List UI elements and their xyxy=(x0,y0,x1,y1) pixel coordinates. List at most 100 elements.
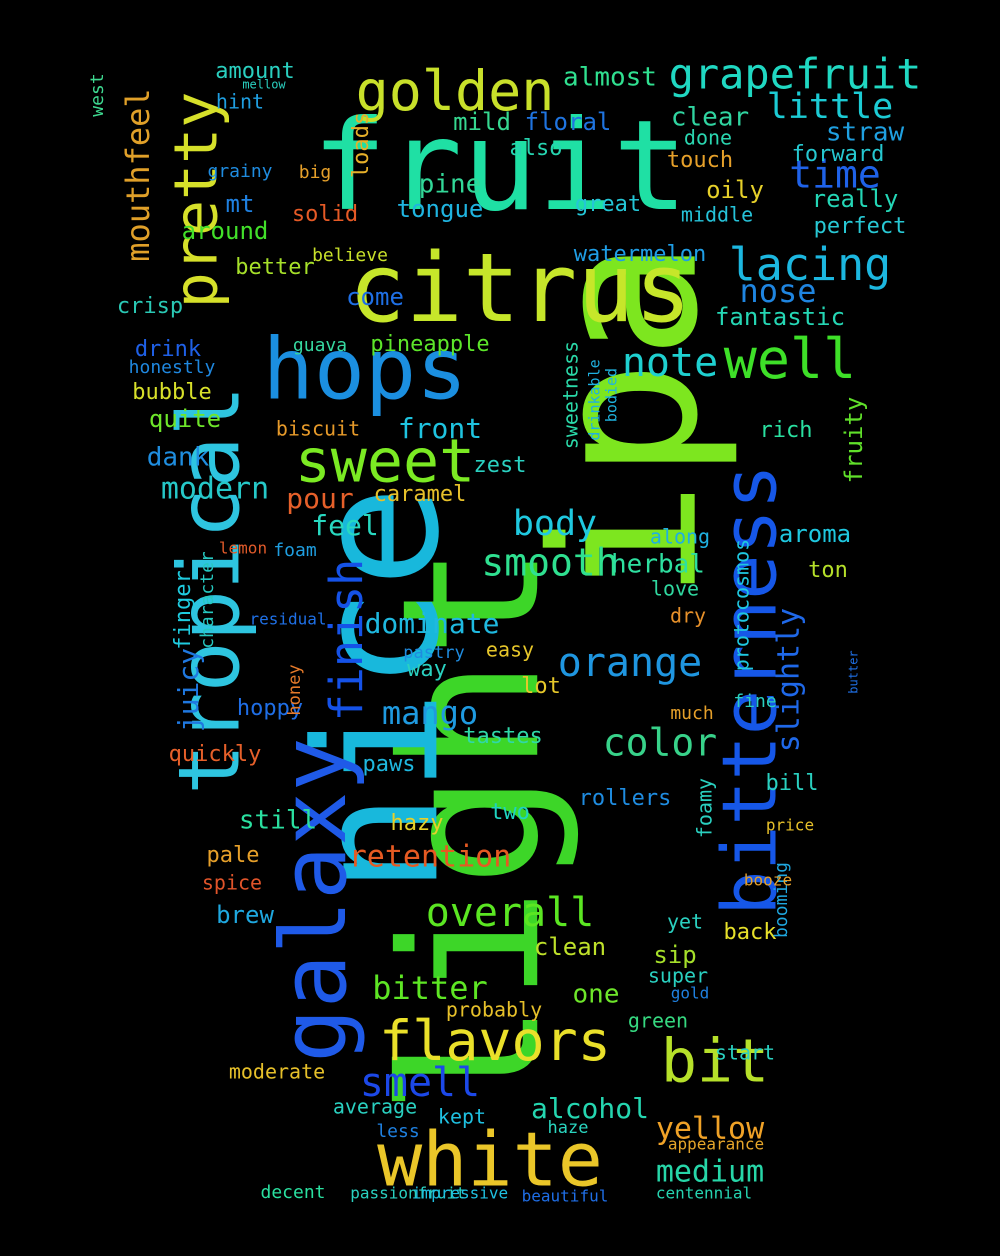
word-kept: kept xyxy=(438,1105,486,1129)
word-quickly: quickly xyxy=(169,742,262,767)
word-touch: touch xyxy=(667,148,733,173)
word-pale: pale xyxy=(207,843,260,868)
word-ton: ton xyxy=(808,558,848,583)
word-nose: nose xyxy=(739,272,816,310)
word-front: front xyxy=(398,412,482,445)
word-super: super xyxy=(648,964,708,988)
word-character: character xyxy=(197,551,218,649)
word-bodied: bodied xyxy=(603,368,621,422)
word-hazy: hazy xyxy=(391,811,444,836)
word-biscuit: biscuit xyxy=(276,417,360,441)
word-fine: fine xyxy=(733,691,776,712)
word-solid: solid xyxy=(292,202,358,227)
word-impressive: impressive xyxy=(412,1184,508,1203)
word-bitter: bitter xyxy=(372,969,488,1007)
word-yellow: yellow xyxy=(656,1112,765,1147)
word-middle: middle xyxy=(681,203,753,227)
word-green: green xyxy=(628,1009,688,1033)
word-guava: guava xyxy=(293,335,347,356)
word-protocosmos: protocosmos xyxy=(730,539,754,671)
word-beautiful: beautiful xyxy=(522,1187,609,1206)
word-mild: mild xyxy=(453,108,511,136)
word-along: along xyxy=(650,525,710,549)
word-citrus: citrus xyxy=(348,234,691,344)
word-flavors: flavors xyxy=(379,1009,611,1073)
word-rollers: rollers xyxy=(579,786,672,811)
word-mt: mt xyxy=(226,190,255,218)
word-pastry: pastry xyxy=(403,643,464,663)
word-come: come xyxy=(346,283,404,311)
word-haze: haze xyxy=(548,1118,589,1138)
word-quite: quite xyxy=(149,405,221,433)
word-sweetness: sweetness xyxy=(559,341,583,449)
word-herbal: herbal xyxy=(611,550,705,580)
word-hops: hops xyxy=(263,320,468,419)
word-yet: yet xyxy=(667,910,703,934)
word-dry: dry xyxy=(670,604,706,628)
word-price: price xyxy=(766,816,814,835)
word-rich: rich xyxy=(760,418,813,443)
word-fruity: fruity xyxy=(840,397,868,484)
word-brew: brew xyxy=(216,901,274,929)
word-straw: straw xyxy=(826,118,905,148)
word-medium: medium xyxy=(656,1155,764,1190)
word-gold: gold xyxy=(671,984,710,1003)
word-one: one xyxy=(573,980,620,1010)
word-bubble: bubble xyxy=(132,380,211,405)
word-hint: hint xyxy=(216,90,264,114)
word-spice: spice xyxy=(202,871,262,895)
word-grapefruit: grapefruit xyxy=(669,50,922,99)
word-bitterness: bitterness xyxy=(706,464,794,916)
word-believe: believe xyxy=(312,245,388,266)
word-pretty: pretty xyxy=(162,92,232,309)
word-almost: almost xyxy=(563,63,657,93)
word-smooth: smooth xyxy=(481,541,618,585)
word-floral: floral xyxy=(525,108,612,136)
word-loads: loads xyxy=(349,112,374,178)
word-smell: smell xyxy=(360,1060,480,1106)
word-dank: dank xyxy=(147,443,210,473)
word-probably: probably xyxy=(446,998,542,1022)
word-caramel: caramel xyxy=(374,482,467,507)
word-passionfruit: passionfruit xyxy=(350,1184,466,1203)
word-fruit: fruit xyxy=(312,94,688,239)
word-retention: retention xyxy=(349,840,512,875)
word-moderate: moderate xyxy=(229,1060,325,1084)
word-still: still xyxy=(239,806,317,836)
word-drink: drink xyxy=(135,337,201,362)
word-butter: butter xyxy=(847,650,861,693)
word-also: also xyxy=(510,136,563,161)
word-watermelon: watermelon xyxy=(574,242,706,267)
word-foam: foam xyxy=(273,540,316,561)
word-mouthfeel: mouthfeel xyxy=(119,88,157,261)
word-alcohol: alcohol xyxy=(531,1092,649,1125)
word-honey: honey xyxy=(285,664,305,715)
word-honestly: honestly xyxy=(129,357,216,378)
word-back: back xyxy=(724,920,777,945)
word-well: well xyxy=(724,327,856,391)
word-oily: oily xyxy=(706,176,764,204)
word-less: less xyxy=(376,1121,419,1142)
word-start: start xyxy=(715,1041,775,1065)
word-drinkable: drinkable xyxy=(586,359,604,440)
word-done: done xyxy=(684,126,732,150)
word-color: color xyxy=(603,721,717,765)
word-easy: easy xyxy=(486,638,534,662)
word-perfect: perfect xyxy=(814,214,907,239)
word-pine: pine xyxy=(419,170,482,200)
word-nice: nice xyxy=(279,485,477,894)
word-crisp: crisp xyxy=(117,294,183,319)
word-great: great xyxy=(575,192,641,217)
word-booming: booming xyxy=(771,862,792,938)
word-overall: overall xyxy=(426,890,595,936)
word-sweet: sweet xyxy=(295,427,476,497)
word-galaxy: galaxy xyxy=(262,737,367,1062)
word-decent: decent xyxy=(260,1182,325,1203)
word-tongue: tongue xyxy=(397,195,484,223)
word-tastes: tastes xyxy=(463,724,542,749)
word-lot: lot xyxy=(521,674,561,699)
word-dominate: dominate xyxy=(365,607,500,640)
word-sip: sip xyxy=(653,941,696,969)
word-big: big xyxy=(299,162,332,183)
